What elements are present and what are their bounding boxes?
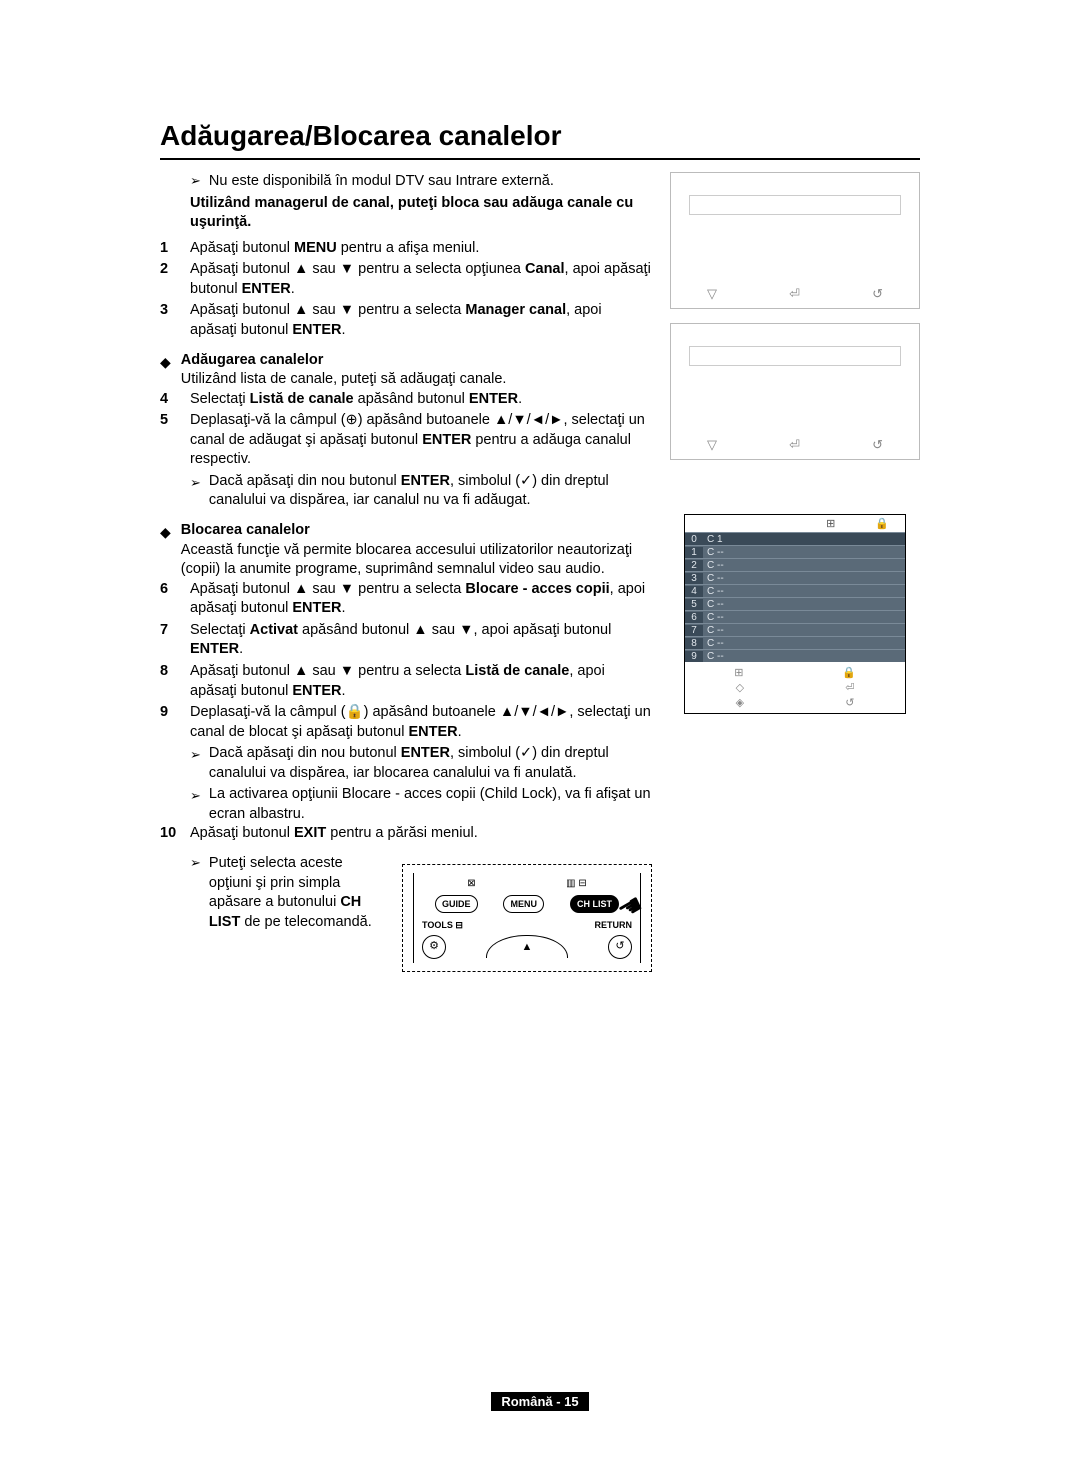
guide-button: GUIDE — [435, 895, 478, 913]
step-number: 9 — [160, 703, 178, 742]
section-heading: Blocarea canalelor — [181, 521, 652, 541]
intro-bold: Utilizând managerul de canal, puteţi blo… — [190, 194, 652, 233]
footer-add-icon: ⊞ — [734, 666, 743, 679]
step-body: Deplasaţi-vă la câmpul (⊕) apăsând butoa… — [190, 411, 652, 470]
table-row: 6C -- — [685, 610, 905, 623]
intro-note: Nu este disponibilă în modul DTV sau Int… — [209, 172, 554, 192]
step-body: Apăsaţi butonul MENU pentru a afişa meni… — [190, 239, 652, 259]
note-arrow-icon: ➢ — [190, 746, 201, 783]
step-number: 7 — [160, 621, 178, 660]
menu-screenshot-1: ▽ ⏎ ↺ — [670, 172, 920, 309]
step-number: 10 — [160, 824, 178, 844]
page-footer: Română - 15 — [160, 1392, 920, 1411]
step-body: Selectaţi Listă de canale apăsând butonu… — [190, 390, 652, 410]
footer-lock-icon: 🔒 — [842, 666, 856, 679]
table-row: 4C -- — [685, 584, 905, 597]
page-title: Adăugarea/Blocarea canalelor — [160, 120, 920, 152]
step-number: 4 — [160, 390, 178, 410]
table-row: 3C -- — [685, 571, 905, 584]
step-number: 2 — [160, 260, 178, 299]
footer-enter-icon: ⏎ — [845, 681, 854, 694]
menu-button: MENU — [503, 895, 544, 913]
nav-icon: ▽ — [707, 286, 717, 302]
step-note: Dacă apăsaţi din nou butonul ENTER, simb… — [209, 744, 652, 783]
title-rule — [160, 158, 920, 160]
step-body: Apăsaţi butonul ▲ sau ▼ pentru a selecta… — [190, 260, 652, 299]
step-body: Selectaţi Activat apăsând butonul ▲ sau … — [190, 621, 652, 660]
step-body: Deplasaţi-vă la câmpul (🔒) apăsând butoa… — [190, 703, 652, 742]
step-body: Apăsaţi butonul ▲ sau ▼ pentru a selecta… — [190, 580, 652, 619]
footer-badge: Română - 15 — [491, 1392, 588, 1411]
return-icon: ↺ — [872, 437, 883, 453]
instructions-column: ➢ Nu este disponibilă în modul DTV sau I… — [160, 172, 652, 972]
step-number: 5 — [160, 411, 178, 470]
note-arrow-icon: ➢ — [190, 854, 201, 932]
section-sub: Utilizând lista de canale, puteţi să adă… — [181, 370, 507, 390]
table-row: 0C 1 — [685, 532, 905, 545]
diamond-icon: ◆ — [160, 353, 171, 372]
note-arrow-icon: ➢ — [190, 172, 201, 192]
diamond-icon: ◆ — [160, 523, 171, 542]
step-note: La activarea opţiunii Blocare - acces co… — [209, 785, 652, 824]
add-col-icon: ⊞ — [826, 517, 835, 530]
table-row: 8C -- — [685, 636, 905, 649]
step-number: 3 — [160, 301, 178, 340]
section-heading: Adăugarea canalelor — [181, 351, 507, 371]
enter-icon: ⏎ — [789, 437, 800, 453]
table-row: 5C -- — [685, 597, 905, 610]
lock-field-icon: 🔒 — [346, 704, 364, 720]
note-arrow-icon: ➢ — [190, 474, 201, 511]
step-number: 8 — [160, 662, 178, 701]
step-note: Dacă apăsaţi din nou butonul ENTER, simb… — [209, 472, 652, 511]
return-icon: ↺ — [872, 286, 883, 302]
return-circle-button: ↺ — [608, 935, 632, 959]
add-field-icon: ⊕ — [346, 412, 358, 428]
section-sub: Această funcţie vă permite blocarea acce… — [181, 541, 652, 580]
table-row: 7C -- — [685, 623, 905, 636]
footer-page-icon: ◈ — [736, 696, 744, 709]
step-number: 6 — [160, 580, 178, 619]
check-icon: ✓ — [520, 473, 532, 489]
final-note: Puteţi selecta aceste opţiuni şi prin si… — [209, 854, 384, 932]
nav-icon: ▽ — [707, 437, 717, 453]
step-body: Apăsaţi butonul ▲ sau ▼ pentru a selecta… — [190, 301, 652, 340]
step-body: Apăsaţi butonul EXIT pentru a părăsi men… — [190, 824, 652, 844]
lock-col-icon: 🔒 — [875, 517, 889, 530]
table-row: 9C -- — [685, 649, 905, 662]
step-number: 1 — [160, 239, 178, 259]
enter-icon: ⏎ — [789, 286, 800, 302]
footer-nav-icon: ◇ — [736, 681, 744, 694]
channel-list-table: ⊞ 🔒 0C 11C --2C --3C --4C --5C --6C --7C… — [684, 514, 906, 714]
step-body: Apăsaţi butonul ▲ sau ▼ pentru a selecta… — [190, 662, 652, 701]
figures-column: ▽ ⏎ ↺ ▽ ⏎ ↺ ⊞ 🔒 0C 11C --2C -- — [670, 172, 920, 972]
remote-tiny-icon: ▥ ⊟ — [566, 877, 587, 891]
table-row: 2C -- — [685, 558, 905, 571]
nav-up-button: ▲ — [486, 935, 568, 958]
remote-diagram: ☚ ⊠ ▥ ⊟ GUIDE MENU CH LIST TO — [402, 864, 652, 972]
table-row: 1C -- — [685, 545, 905, 558]
menu-screenshot-2: ▽ ⏎ ↺ — [670, 323, 920, 460]
footer-return-icon: ↺ — [845, 696, 854, 709]
tools-circle-button: ⚙ — [422, 935, 446, 959]
note-arrow-icon: ➢ — [190, 787, 201, 824]
check-icon: ✓ — [520, 745, 532, 761]
remote-tiny-icon: ⊠ — [467, 877, 475, 891]
